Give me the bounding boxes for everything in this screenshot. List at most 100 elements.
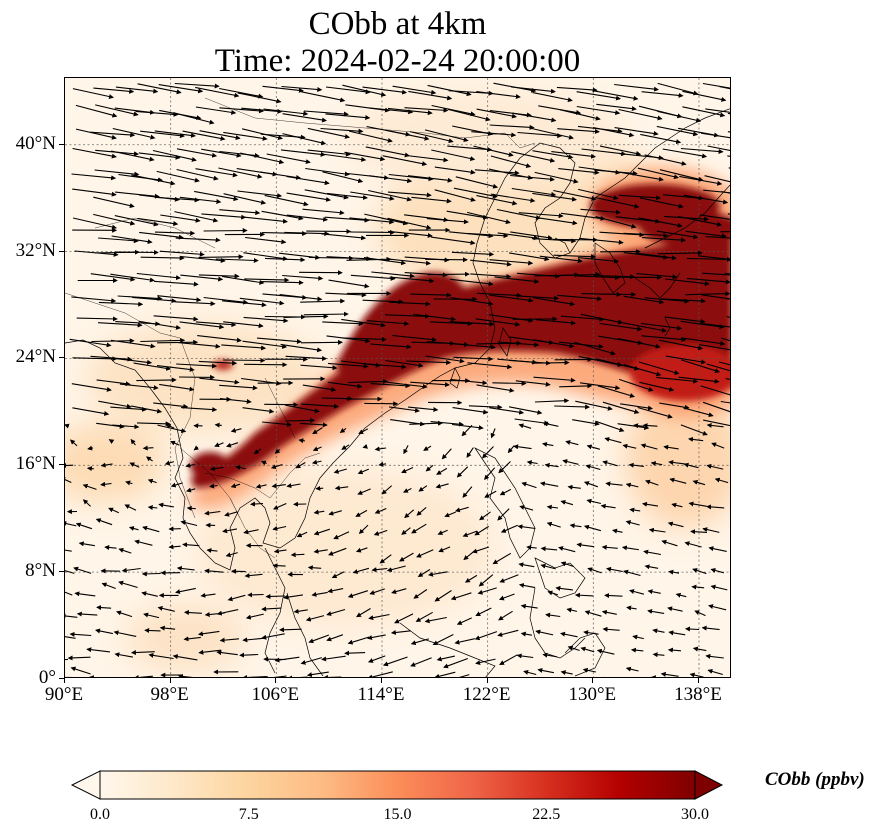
wind-vector-arrow — [707, 145, 730, 152]
wind-vector-arrow — [239, 652, 259, 658]
wind-vector-arrow — [322, 171, 364, 184]
wind-vector-arrow — [209, 466, 224, 472]
wind-vector-arrow — [720, 231, 730, 233]
wind-vector-arrow — [222, 275, 265, 285]
wind-vector-arrow — [142, 525, 160, 533]
wind-vector-arrow — [179, 196, 222, 205]
wind-vector-arrow — [287, 675, 308, 677]
wind-vector-arrow — [159, 383, 195, 392]
figure-subtitle-time: Time: 2024-02-24 20:00:00 — [214, 43, 581, 79]
wind-vector-arrow — [435, 483, 449, 489]
lat-tick-mark — [59, 143, 64, 145]
wind-vector-arrow — [594, 169, 638, 176]
wind-vector-arrow — [542, 441, 554, 447]
colorbar-label: CObb (ppbv) — [765, 769, 865, 790]
wind-vector-arrow — [567, 484, 581, 490]
wind-vector-arrow — [427, 271, 470, 277]
wind-vector-arrow — [515, 295, 560, 301]
wind-vector-arrow — [451, 251, 495, 257]
wind-vector-arrow — [476, 195, 518, 206]
wind-vector-arrow — [617, 337, 661, 349]
wind-vector-arrow — [623, 363, 662, 377]
wind-vector-arrow — [479, 511, 491, 521]
wind-vector-arrow — [346, 256, 392, 262]
wind-vector-arrow — [534, 171, 579, 184]
wind-vector-arrow — [373, 529, 388, 536]
wind-vector-arrow — [305, 167, 350, 177]
wind-vector-arrow — [446, 210, 489, 220]
wind-vector-arrow — [471, 131, 517, 138]
wind-vector-arrow — [331, 571, 345, 579]
lon-tick-label: 90°E — [44, 684, 84, 705]
wind-vector-arrow — [593, 274, 636, 280]
wind-vector-arrow — [416, 549, 434, 558]
wind-vector-arrow — [142, 445, 154, 451]
wind-vector-arrow — [392, 334, 437, 342]
wind-vector-arrow — [199, 130, 241, 141]
wind-vector-arrow — [489, 124, 535, 130]
wind-vector-arrow — [367, 671, 393, 677]
wind-vector-arrow — [434, 671, 456, 677]
wind-vector-arrow — [312, 427, 323, 435]
wind-vector-arrow — [227, 594, 246, 602]
wind-vector-arrow — [532, 92, 573, 103]
wind-vector-arrow — [432, 634, 454, 645]
wind-vector-arrow — [664, 316, 706, 324]
wind-vector-arrow — [69, 338, 112, 348]
wind-vector-arrow — [515, 380, 551, 387]
wind-vector-arrow — [720, 400, 730, 404]
wind-vector-arrow — [694, 610, 706, 617]
wind-vector-arrow — [585, 464, 601, 471]
wind-vector-arrow — [262, 231, 308, 237]
wind-vector-arrow — [665, 278, 710, 286]
wind-vector-arrow — [195, 321, 237, 328]
wind-vector-arrow — [328, 547, 347, 556]
wind-vector-arrow — [362, 299, 404, 305]
wind-vector-arrow — [449, 321, 495, 327]
wind-vector-arrow — [452, 407, 489, 415]
wind-vector-arrow — [197, 335, 242, 343]
lon-tick-mark — [64, 678, 65, 683]
wind-vector-arrow — [193, 445, 200, 451]
wind-vector-arrow — [478, 574, 494, 587]
wind-vector-arrow — [201, 213, 247, 220]
wind-vector-arrow — [242, 407, 275, 414]
wind-vector-arrow — [475, 658, 496, 665]
wind-vector-arrow — [706, 504, 725, 510]
wind-vector-arrow — [426, 218, 469, 225]
wind-vector-arrow — [699, 322, 730, 328]
lat-tick-label: 32°N — [15, 239, 56, 261]
wind-vector-arrow — [680, 147, 724, 154]
wind-vector-arrow — [65, 636, 76, 639]
wind-vector-arrow — [341, 444, 350, 450]
wind-vector-arrow — [321, 233, 367, 241]
wind-vector-arrow — [429, 321, 473, 327]
wind-vector-arrow — [110, 150, 155, 162]
wind-vector-arrow — [240, 152, 285, 165]
wind-vector-arrow — [286, 214, 329, 222]
wind-vector-arrow — [644, 154, 687, 166]
wind-vector-arrow — [496, 208, 541, 220]
wind-vector-arrow — [125, 480, 133, 486]
wind-vector-arrow — [704, 175, 730, 183]
wind-vector-arrow — [628, 462, 644, 468]
wind-vector-arrow — [307, 127, 350, 139]
wind-vector-arrow — [180, 274, 224, 282]
wind-vector-arrow — [532, 150, 574, 160]
wind-vector-arrow — [101, 582, 116, 590]
wind-vector-arrow — [244, 216, 288, 224]
wind-vector-arrow — [313, 509, 325, 515]
wind-vector-arrow — [476, 292, 522, 298]
wind-vector-arrow — [642, 423, 658, 429]
wind-vector-arrow — [443, 657, 468, 669]
wind-vector-arrow — [683, 462, 699, 469]
wind-vector-arrow — [173, 112, 215, 125]
wind-vector-arrow — [470, 259, 512, 267]
wind-vector-arrow — [261, 606, 282, 612]
wind-vector-arrow — [242, 340, 288, 349]
lon-tick-label: 122°E — [462, 684, 511, 705]
wind-vector-arrow — [152, 149, 197, 162]
colorbar-tick-label: 22.5 — [532, 806, 561, 823]
wind-vector-arrow — [195, 168, 238, 178]
wind-vector-arrow — [668, 569, 680, 575]
